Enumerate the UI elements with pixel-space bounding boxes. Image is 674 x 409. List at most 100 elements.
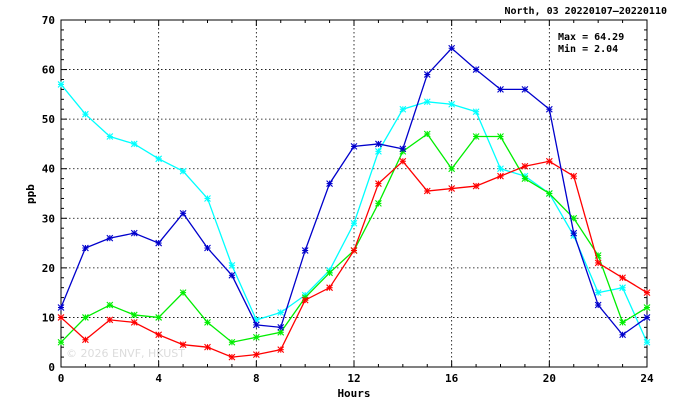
data-point bbox=[106, 133, 114, 140]
data-point bbox=[472, 133, 480, 140]
data-point bbox=[277, 346, 285, 354]
data-point bbox=[375, 140, 382, 148]
data-point bbox=[619, 318, 626, 326]
chart-title: North, 03 20220107–20220110 bbox=[504, 6, 667, 17]
series-line bbox=[60, 160, 648, 358]
data-point bbox=[179, 167, 187, 175]
data-point bbox=[570, 172, 578, 180]
grid-lines bbox=[61, 20, 647, 367]
data-point bbox=[326, 269, 333, 277]
data-point bbox=[643, 289, 651, 297]
data-point bbox=[472, 182, 480, 190]
data-point bbox=[594, 259, 602, 267]
data-point bbox=[155, 331, 163, 339]
data-point bbox=[155, 155, 163, 163]
data-point bbox=[448, 100, 456, 108]
y-tick-label: 20 bbox=[42, 262, 55, 275]
y-tick-label: 60 bbox=[42, 64, 55, 77]
data-point bbox=[570, 229, 578, 237]
data-point bbox=[204, 244, 211, 252]
data-point bbox=[130, 311, 138, 319]
data-point bbox=[228, 271, 236, 279]
x-tick-label: 16 bbox=[445, 372, 459, 385]
data-point bbox=[106, 234, 114, 242]
data-point bbox=[423, 130, 431, 138]
data-point bbox=[497, 133, 504, 140]
data-point bbox=[545, 190, 553, 197]
data-point bbox=[57, 314, 65, 321]
x-axis-title: Hours bbox=[337, 387, 370, 400]
data-point bbox=[82, 314, 89, 321]
data-point bbox=[375, 180, 382, 187]
data-point bbox=[497, 165, 504, 173]
data-point bbox=[277, 328, 285, 336]
data-point bbox=[252, 351, 260, 358]
data-point bbox=[277, 309, 285, 316]
data-point bbox=[350, 247, 358, 254]
x-tick-label: 24 bbox=[640, 372, 654, 385]
data-point bbox=[472, 66, 480, 73]
data-point bbox=[252, 333, 260, 341]
y-axis-title: ppb bbox=[24, 184, 37, 204]
data-point bbox=[57, 304, 65, 311]
data-point bbox=[277, 323, 285, 331]
data-point bbox=[326, 284, 333, 292]
data-point bbox=[448, 185, 456, 192]
data-point bbox=[497, 172, 504, 180]
data-point bbox=[545, 157, 553, 165]
data-point bbox=[497, 86, 504, 93]
data-point bbox=[350, 219, 358, 227]
series-line bbox=[60, 47, 648, 336]
y-tick-label: 10 bbox=[42, 311, 55, 324]
data-point bbox=[350, 143, 358, 150]
axis-ticks: 0 4 8 12 16 20 24 0 10 20 30 40 50 60 70 bbox=[42, 14, 654, 385]
data-point bbox=[399, 157, 407, 165]
data-point bbox=[228, 353, 236, 361]
data-point bbox=[179, 289, 187, 297]
data-point bbox=[82, 244, 89, 252]
series-lines bbox=[57, 44, 651, 361]
data-point bbox=[179, 209, 187, 217]
data-point bbox=[228, 261, 236, 269]
data-point bbox=[375, 200, 382, 207]
data-point bbox=[423, 71, 431, 78]
data-point bbox=[155, 314, 163, 321]
data-point bbox=[130, 229, 138, 237]
min-stat: Min = 2.04 bbox=[558, 43, 618, 55]
x-tick-label: 4 bbox=[155, 372, 162, 385]
data-point bbox=[375, 147, 382, 155]
data-point bbox=[448, 165, 456, 173]
data-point bbox=[326, 180, 333, 187]
data-point bbox=[155, 239, 163, 247]
data-point bbox=[545, 105, 553, 113]
data-point bbox=[521, 162, 529, 170]
data-point bbox=[643, 304, 651, 311]
data-point bbox=[643, 314, 651, 321]
y-tick-label: 70 bbox=[42, 14, 55, 27]
max-stat: Max = 64.29 bbox=[558, 32, 624, 43]
data-point bbox=[106, 316, 114, 324]
data-point bbox=[252, 321, 260, 329]
x-tick-label: 20 bbox=[543, 372, 556, 385]
data-point bbox=[423, 98, 431, 106]
data-point bbox=[57, 338, 65, 346]
data-point bbox=[57, 81, 65, 88]
data-point bbox=[82, 336, 89, 344]
data-point bbox=[594, 301, 602, 309]
data-point bbox=[228, 338, 236, 346]
data-point bbox=[448, 44, 456, 52]
data-point bbox=[301, 296, 309, 304]
y-tick-label: 50 bbox=[42, 113, 55, 126]
data-point bbox=[521, 175, 529, 183]
data-point bbox=[472, 108, 480, 116]
data-point bbox=[643, 338, 651, 346]
data-point bbox=[619, 274, 626, 282]
data-point bbox=[399, 145, 407, 153]
data-point bbox=[204, 343, 211, 351]
data-point bbox=[399, 105, 407, 113]
y-tick-label: 40 bbox=[42, 163, 55, 176]
data-point bbox=[204, 318, 211, 326]
x-tick-label: 12 bbox=[347, 372, 360, 385]
data-point bbox=[619, 331, 626, 339]
